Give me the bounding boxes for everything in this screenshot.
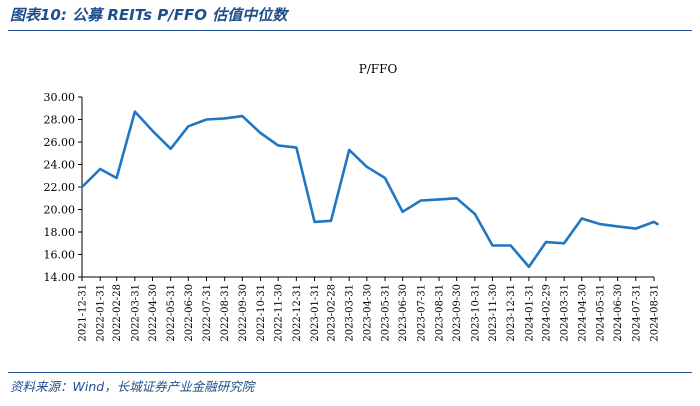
series-group	[80, 110, 659, 269]
x-tick-label: 2022-06-30	[184, 284, 195, 342]
footer-rule	[8, 372, 692, 373]
x-axis-ticks: 2021-12-31 2022-01-31 2022-02-28 2022-03-31…	[78, 277, 661, 342]
chart-title: P/FFO	[359, 62, 398, 76]
x-tick-label: 2023-08-31	[435, 284, 446, 342]
y-tick-label: 30.00	[44, 91, 76, 104]
y-tick-label: 26.00	[44, 136, 76, 149]
x-tick-label: 2024-05-31	[595, 284, 606, 342]
y-tick-label: 24.00	[44, 159, 76, 172]
x-tick-label: 2024-01-31	[524, 284, 535, 342]
x-tick-label: 2024-08-31	[650, 284, 661, 342]
x-tick-label: 2023-01-31	[310, 284, 321, 342]
x-tick-label: 2022-12-31	[292, 284, 303, 342]
source-note: 资料来源：Wind，长城证券产业金融研究院	[10, 379, 255, 394]
x-tick-label: 2022-10-31	[256, 284, 267, 342]
x-tick-label: 2023-07-31	[416, 284, 427, 342]
x-tick-label: 2023-03-31	[345, 284, 356, 342]
x-tick-label: 2022-07-31	[202, 284, 213, 342]
x-tick-label: 2023-06-30	[398, 284, 409, 342]
y-tick-label: 14.00	[44, 271, 76, 284]
x-tick-label: 2022-02-28	[112, 284, 123, 342]
y-tick-label: 20.00	[44, 204, 76, 217]
x-tick-label: 2024-02-29	[541, 284, 552, 342]
series-line	[80, 110, 659, 269]
x-tick-label: 2023-12-31	[506, 284, 517, 342]
x-tick-label: 2023-09-30	[452, 284, 463, 342]
y-tick-label: 18.00	[44, 226, 76, 239]
chart-axes	[81, 97, 654, 278]
x-tick-label: 2023-02-28	[327, 284, 338, 342]
x-tick-label: 2022-11-30	[274, 284, 285, 342]
x-tick-label: 2022-08-31	[220, 284, 231, 342]
x-tick-label: 2023-05-31	[381, 284, 392, 342]
x-tick-label: 2022-09-30	[238, 284, 249, 342]
x-tick-label: 2024-06-30	[613, 284, 624, 342]
y-tick-label: 16.00	[44, 249, 76, 262]
y-tick-label: 28.00	[44, 114, 76, 127]
x-tick-label: 2023-11-30	[488, 284, 499, 342]
y-tick-label: 22.00	[44, 181, 76, 194]
x-tick-label: 2023-04-30	[362, 284, 373, 342]
x-tick-label: 2024-03-31	[560, 284, 571, 342]
y-axis-ticks: 14.00 16.00 18.00 20.00 22.00 24.00 26.00 28.00…	[44, 91, 82, 284]
x-tick-label: 2021-12-31	[78, 284, 89, 342]
x-tick-label: 2022-04-30	[148, 284, 159, 342]
x-tick-label: 2022-05-31	[166, 284, 177, 342]
x-tick-label: 2022-01-31	[96, 284, 107, 342]
x-tick-label: 2024-07-31	[631, 284, 642, 342]
x-tick-label: 2024-04-30	[577, 284, 588, 342]
x-tick-label: 2022-03-31	[130, 284, 141, 342]
header-rule	[8, 30, 692, 31]
x-tick-label: 2023-10-31	[470, 284, 481, 342]
figure-title: 图表10: 公募 REITs P/FFO 估值中位数	[10, 6, 288, 24]
